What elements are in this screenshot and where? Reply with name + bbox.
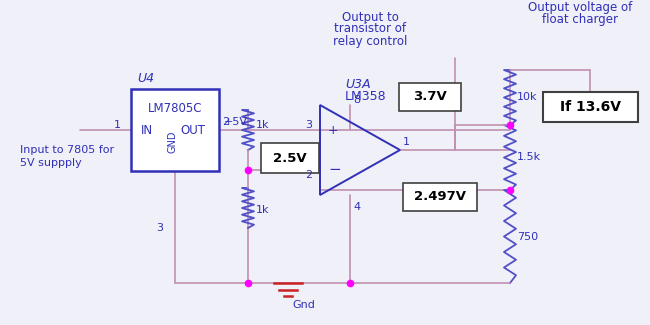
Text: 3.7V: 3.7V: [413, 90, 447, 103]
FancyBboxPatch shape: [261, 143, 319, 173]
Text: 3: 3: [305, 120, 312, 130]
Text: 750: 750: [517, 231, 538, 241]
Text: U4: U4: [137, 72, 154, 85]
Text: Output voltage of: Output voltage of: [528, 1, 632, 14]
Text: transistor of: transistor of: [334, 22, 406, 35]
Text: 2: 2: [305, 170, 312, 180]
Text: 1k: 1k: [256, 205, 270, 215]
Text: +: +: [328, 124, 339, 136]
Text: If 13.6V: If 13.6V: [560, 100, 621, 114]
Text: 2.5V: 2.5V: [273, 151, 307, 164]
Text: LM7805C: LM7805C: [148, 101, 202, 114]
Text: LM358: LM358: [345, 90, 387, 103]
Text: IN: IN: [141, 124, 153, 136]
Text: 8: 8: [353, 95, 360, 105]
FancyBboxPatch shape: [403, 183, 477, 211]
Text: 1k: 1k: [256, 120, 270, 130]
Text: Input to 7805 for: Input to 7805 for: [20, 145, 114, 155]
Text: 1: 1: [403, 137, 410, 147]
FancyBboxPatch shape: [543, 92, 638, 122]
FancyBboxPatch shape: [399, 83, 461, 111]
FancyBboxPatch shape: [131, 89, 219, 171]
Text: U3A: U3A: [345, 79, 370, 92]
Text: Output to: Output to: [341, 10, 398, 23]
Text: 4: 4: [353, 202, 360, 212]
Text: relay control: relay control: [333, 34, 407, 47]
Text: 10k: 10k: [517, 93, 538, 102]
Text: 1.5k: 1.5k: [517, 152, 541, 162]
Text: float charger: float charger: [542, 12, 618, 25]
Text: Gnd: Gnd: [292, 300, 315, 310]
Text: 2.497V: 2.497V: [414, 190, 466, 203]
Text: 3: 3: [156, 223, 163, 233]
Text: −: −: [328, 162, 341, 177]
Text: GND: GND: [168, 131, 178, 153]
Text: +5V: +5V: [224, 117, 248, 127]
Text: 2: 2: [222, 117, 229, 127]
Text: 5V suppply: 5V suppply: [20, 158, 82, 168]
Text: 1: 1: [114, 120, 121, 130]
Text: OUT: OUT: [181, 124, 205, 136]
